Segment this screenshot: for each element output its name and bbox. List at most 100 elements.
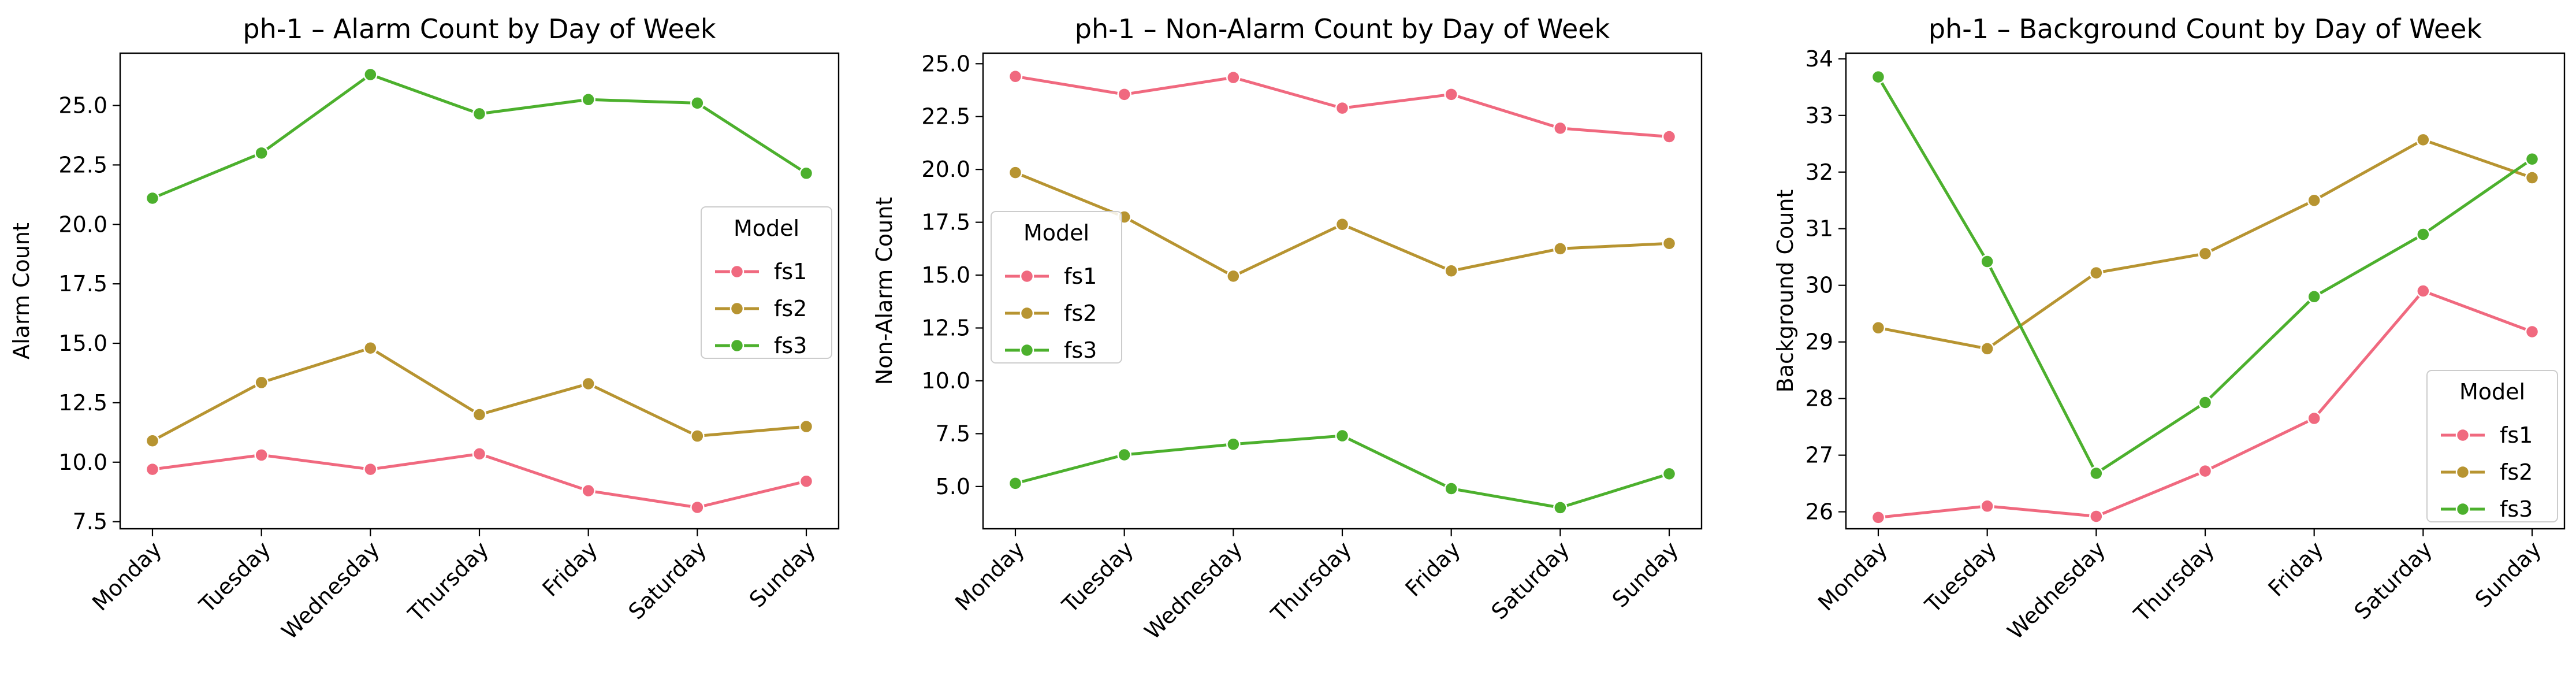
y-tick-label: 29 (1806, 329, 1833, 355)
data-point-fs3 (2089, 466, 2104, 481)
x-tick-label: Sunday (1607, 536, 1684, 613)
data-point-fs3 (1008, 476, 1023, 491)
x-tick-label: Sunday (2470, 536, 2547, 613)
data-point-fs2 (2307, 193, 2321, 207)
data-point-fs3 (2525, 151, 2540, 166)
data-point-fs2 (1444, 264, 1458, 279)
chart-panel-3: ph-1 – Background Count by Day of Week 26… (1773, 13, 2566, 644)
legend-marker-fs2 (729, 301, 744, 316)
y-tick-label: 10.0 (58, 450, 107, 475)
legend-label-fs2: fs2 (2500, 459, 2533, 485)
x-tick-label: Wednesday (2002, 536, 2110, 644)
legend-label-fs1: fs1 (1064, 264, 1097, 289)
data-point-fs1 (2416, 284, 2430, 298)
x-tick-label: Saturday (624, 536, 712, 624)
chart-panel-1: ph-1 – Alarm Count by Day of Week 7.5 10.0… (9, 13, 840, 644)
x-tick-label: Friday (2263, 536, 2328, 602)
legend-label-fs3: fs3 (2500, 496, 2533, 522)
x-tick-label: Friday (537, 536, 602, 602)
data-point-fs1 (799, 474, 814, 488)
data-point-fs2 (1871, 320, 1886, 335)
data-point-fs3 (581, 92, 595, 107)
y-tick-label: 22.5 (921, 104, 970, 129)
legend-label-fs1: fs1 (2500, 422, 2533, 448)
data-point-fs2 (254, 375, 269, 390)
y-tick-label: 25.0 (921, 51, 970, 76)
data-point-fs3 (1980, 254, 1994, 269)
y-tick-label: 32 (1806, 160, 1833, 185)
series-line-fs1 (152, 452, 807, 509)
y-tick-label: 17.5 (58, 271, 107, 296)
legend-label-fs3: fs3 (774, 333, 807, 358)
series-line-fs3 (152, 73, 807, 200)
chart-panel-2: ph-1 – Non-Alarm Count by Day of Week 5.0… (872, 13, 1703, 644)
data-point-fs2 (363, 341, 378, 355)
legend-marker-fs3 (729, 338, 744, 353)
data-point-fs1 (1871, 510, 1886, 525)
y-tick-label: 7.5 (73, 509, 107, 535)
data-point-fs3 (254, 146, 269, 161)
y-tick-label: 7.5 (936, 421, 970, 446)
legend-box (2426, 370, 2558, 522)
x-tick-label: Saturday (1487, 536, 1574, 624)
data-point-fs3 (1335, 428, 1350, 443)
data-point-fs3 (472, 106, 487, 121)
data-point-fs3 (1553, 500, 1568, 515)
data-point-fs3 (2198, 395, 2213, 410)
legend: Model fs1 fs2 fs3 (991, 211, 1122, 364)
x-tick-label: Friday (1400, 536, 1465, 602)
data-point-fs3 (1662, 466, 1677, 481)
data-point-fs2 (1008, 165, 1023, 180)
y-tick-label: 10.0 (921, 368, 970, 394)
data-point-fs1 (690, 500, 705, 515)
x-tick-label: Sunday (744, 536, 821, 613)
data-point-fs2 (145, 433, 160, 448)
x-tick-label: Wednesday (1140, 536, 1248, 644)
y-tick-label: 20.0 (58, 212, 107, 237)
plot-frame (982, 52, 1703, 530)
data-point-fs3 (690, 96, 705, 110)
legend-marker-fs1 (2455, 428, 2470, 443)
y-tick-label: 12.5 (921, 316, 970, 341)
y-tick-label: 22.5 (58, 152, 107, 177)
data-point-fs1 (363, 462, 378, 477)
y-tick-label: 34 (1806, 46, 1833, 72)
y-axis-label: Background Count (1773, 190, 1798, 393)
data-point-fs1 (254, 448, 269, 462)
x-tick-label: Monday (87, 536, 166, 615)
y-tick-label: 15.0 (921, 262, 970, 288)
data-point-fs1 (1444, 87, 1458, 102)
data-point-fs1 (1008, 69, 1023, 84)
y-tick-label: 33 (1806, 103, 1833, 128)
x-tick-label: Tuesday (1057, 536, 1138, 618)
data-point-fs2 (2525, 170, 2540, 185)
series-line-fs3 (1015, 434, 1670, 509)
y-tick-label: 15.0 (58, 331, 107, 356)
legend-label-fs1: fs1 (774, 259, 807, 284)
series-line-fs2 (151, 346, 807, 442)
y-tick-label: 26 (1806, 499, 1833, 525)
legend-title: Model (1023, 220, 1089, 246)
legend-marker-fs1 (1019, 269, 1034, 284)
data-point-fs1 (1117, 87, 1131, 102)
data-point-fs3 (1871, 69, 1886, 84)
legend-label-fs3: fs3 (1064, 338, 1097, 363)
x-tick-label: Thursday (2129, 536, 2220, 627)
data-point-fs2 (1335, 217, 1350, 232)
data-point-fs1 (145, 462, 160, 477)
data-point-fs1 (2089, 509, 2104, 524)
x-tick-label: Wednesday (277, 536, 385, 644)
chart-title: ph-1 – Non-Alarm Count by Day of Week (1075, 13, 1610, 44)
data-point-fs2 (2416, 132, 2430, 147)
data-point-fs1 (2307, 411, 2321, 426)
data-point-fs3 (1444, 481, 1458, 496)
legend-marker-fs1 (729, 264, 744, 279)
data-point-fs2 (1553, 242, 1568, 256)
data-point-fs3 (799, 166, 814, 181)
legend-title: Model (734, 216, 799, 241)
x-tick-label: Tuesday (194, 536, 276, 618)
legend-box (701, 206, 832, 359)
data-point-fs1 (472, 447, 487, 461)
x-tick-label: Saturday (2350, 536, 2437, 624)
